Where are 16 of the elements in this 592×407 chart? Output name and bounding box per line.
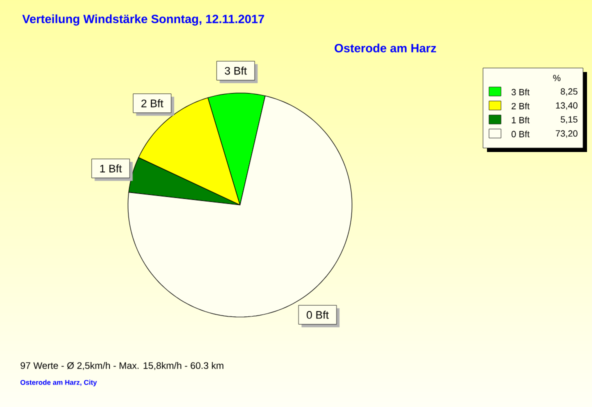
legend-label: 1 Bft	[512, 116, 530, 124]
data-label: 8,25	[560, 88, 578, 96]
slice-label: 0 Bft	[306, 310, 329, 319]
slice-label: 3 Bft	[224, 66, 247, 75]
legend-label: 0 Bft	[512, 130, 530, 138]
chart-title: Verteilung Windstärke Sonntag, 12.11.2017	[22, 14, 264, 26]
slice-label: 2 Bft	[141, 99, 164, 108]
slice-label: 1 Bft	[100, 164, 122, 172]
text: 97 Werte - Ø 2,5km/h - Max. 15,8km/h - 60.3 km	[20, 362, 224, 370]
data-label: 13,40	[556, 102, 578, 110]
legend-label: 3 Bft	[512, 88, 530, 96]
data-label: 5,15	[560, 116, 578, 124]
legend-title: %	[553, 74, 560, 82]
chart-subtitle: Osterode am Harz	[334, 44, 436, 52]
legend-label: 2 Bft	[512, 102, 530, 110]
data-label: 73,20	[556, 130, 578, 138]
